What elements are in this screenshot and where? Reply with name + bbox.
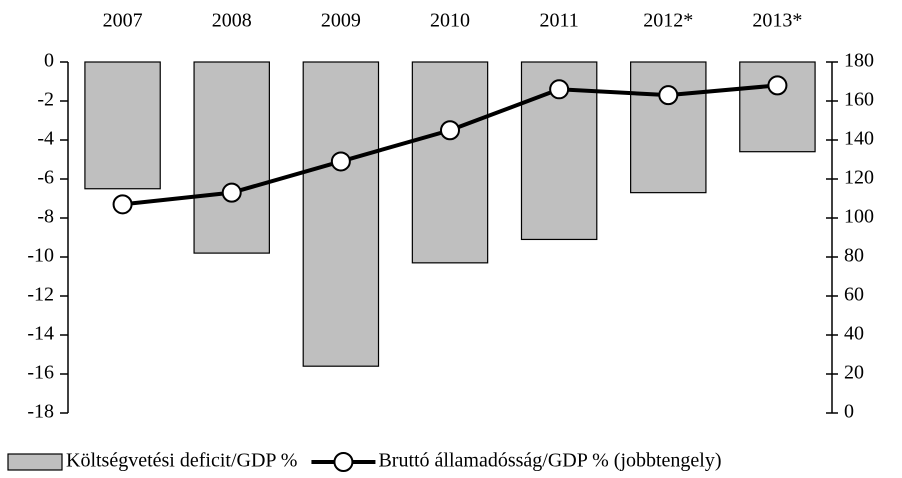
y-tick-label: -10 xyxy=(27,245,54,267)
x-tick-label: 2009 xyxy=(321,10,361,32)
x-tick-label: 2008 xyxy=(212,10,252,32)
bar xyxy=(411,61,489,264)
legend-swatch xyxy=(7,453,63,471)
marker xyxy=(440,120,460,141)
x-tick-label: 2007 xyxy=(103,10,143,32)
marker xyxy=(549,79,570,100)
y2-tick-label: 120 xyxy=(844,167,874,189)
bar xyxy=(84,61,161,190)
x-tick-label: 2010 xyxy=(430,10,470,32)
bar xyxy=(302,61,380,367)
bar xyxy=(630,61,707,194)
y-tick-label: -12 xyxy=(27,284,54,306)
marker xyxy=(658,85,679,106)
y2-tick-label: 0 xyxy=(844,401,854,423)
y2-tick-label: 40 xyxy=(844,323,864,345)
x-tick-label: 2013* xyxy=(752,10,802,32)
legend-label: Bruttó államadósság/GDP % (jobbtengely) xyxy=(378,450,721,472)
y2-tick-label: 80 xyxy=(844,245,864,267)
y-tick-label: -14 xyxy=(27,323,54,345)
y2-tick-label: 60 xyxy=(844,284,864,306)
x-tick-label: 2011 xyxy=(540,10,579,32)
y-tick-label: -4 xyxy=(37,128,54,150)
x-tick-label: 2012* xyxy=(643,10,693,32)
y-tick-label: -8 xyxy=(37,206,54,228)
y-tick-label: 0 xyxy=(44,50,54,72)
y2-tick-label: 140 xyxy=(844,128,874,150)
legend-marker xyxy=(333,452,354,472)
y2-tick-label: 180 xyxy=(844,50,874,72)
y2-tick-label: 100 xyxy=(844,206,874,228)
bar xyxy=(193,61,270,254)
y-tick-label: -2 xyxy=(37,89,54,111)
y-tick-label: -16 xyxy=(27,362,54,384)
marker xyxy=(330,151,351,172)
marker xyxy=(767,75,788,96)
marker xyxy=(112,194,133,215)
y-tick-label: -18 xyxy=(27,401,54,423)
y2-tick-label: 160 xyxy=(844,89,874,111)
y-tick-label: -6 xyxy=(37,167,54,189)
legend-label: Költségvetési deficit/GDP % xyxy=(66,450,297,472)
marker xyxy=(221,182,242,203)
y2-tick-label: 20 xyxy=(844,362,864,384)
